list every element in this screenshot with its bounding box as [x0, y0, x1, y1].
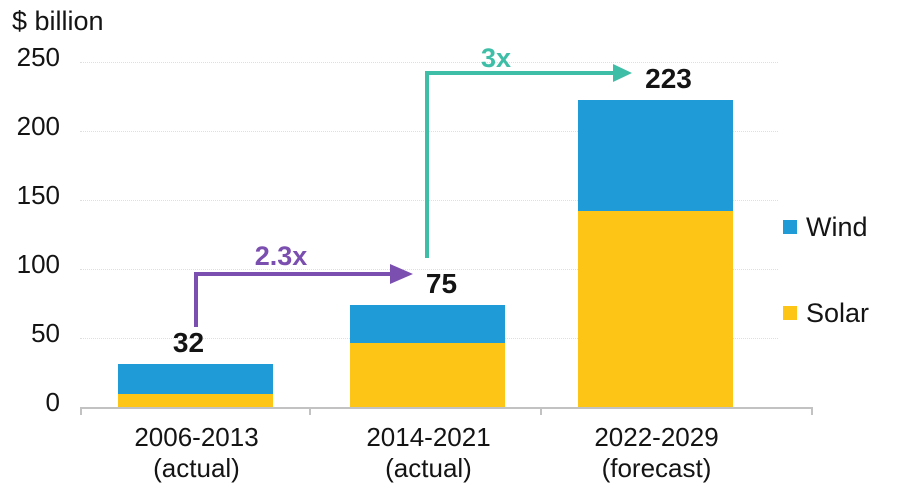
y-axis-tick-label: 100: [16, 249, 60, 279]
gridline: [80, 269, 778, 270]
arrow-vertical-line: [425, 71, 429, 258]
x-axis-tick: [309, 407, 311, 415]
x-axis-tick: [540, 407, 542, 415]
x-axis-category-label: 2022-2029 (forecast): [547, 422, 767, 484]
y-axis-tick-label: 200: [16, 111, 60, 141]
x-axis-label-line: 2014-2021: [366, 422, 491, 452]
x-axis-tick: [80, 407, 82, 415]
arrow-horizontal-line: [194, 272, 390, 276]
gridline: [80, 131, 778, 132]
legend-item-solar: Solar: [783, 297, 869, 329]
legend-label-solar: Solar: [806, 297, 870, 328]
bar-segment-wind: [578, 100, 733, 211]
x-axis-label-line: (actual): [385, 453, 472, 483]
wind-swatch-icon: [783, 220, 797, 234]
arrow-horizontal-line: [425, 71, 613, 75]
bar-segment-wind: [118, 363, 273, 395]
x-axis-line: [80, 407, 813, 409]
bar-segment-solar: [118, 394, 273, 408]
x-axis-label-line: (actual): [153, 453, 240, 483]
y-axis-tick-label: 0: [45, 387, 60, 417]
gridline: [80, 62, 778, 63]
legend-item-wind: Wind: [783, 211, 868, 243]
y-axis-tick-label: 50: [31, 318, 60, 348]
x-axis-category-label: 2014-2021 (actual): [319, 422, 539, 484]
x-axis-label-line: 2006-2013: [134, 422, 259, 452]
arrow-head-icon: [613, 64, 632, 82]
x-axis-tick: [811, 407, 813, 415]
legend-label-wind: Wind: [806, 211, 868, 242]
y-axis-tick-label: 150: [16, 180, 60, 210]
growth-multiplier-label: 2.3x: [254, 241, 308, 271]
bar-segment-wind: [350, 304, 505, 344]
bar-segment-solar: [350, 343, 505, 408]
arrow-vertical-line: [194, 272, 198, 327]
x-axis-label-line: (forecast): [601, 453, 712, 483]
growth-multiplier-label: 3x: [480, 43, 512, 73]
x-axis-category-label: 2006-2013 (actual): [87, 422, 307, 484]
y-axis-tick-label: 250: [16, 42, 60, 72]
gridline: [80, 200, 778, 201]
bar-total-label: 75: [425, 267, 458, 299]
x-axis-label-line: 2022-2029: [594, 422, 719, 452]
bar-segment-solar: [578, 210, 733, 408]
bar-total-label: 32: [172, 326, 205, 358]
bar-total-label: 223: [645, 63, 692, 95]
arrow-head-icon: [390, 264, 413, 284]
solar-swatch-icon: [783, 306, 797, 320]
y-axis-unit-label: $ billion: [12, 6, 104, 36]
